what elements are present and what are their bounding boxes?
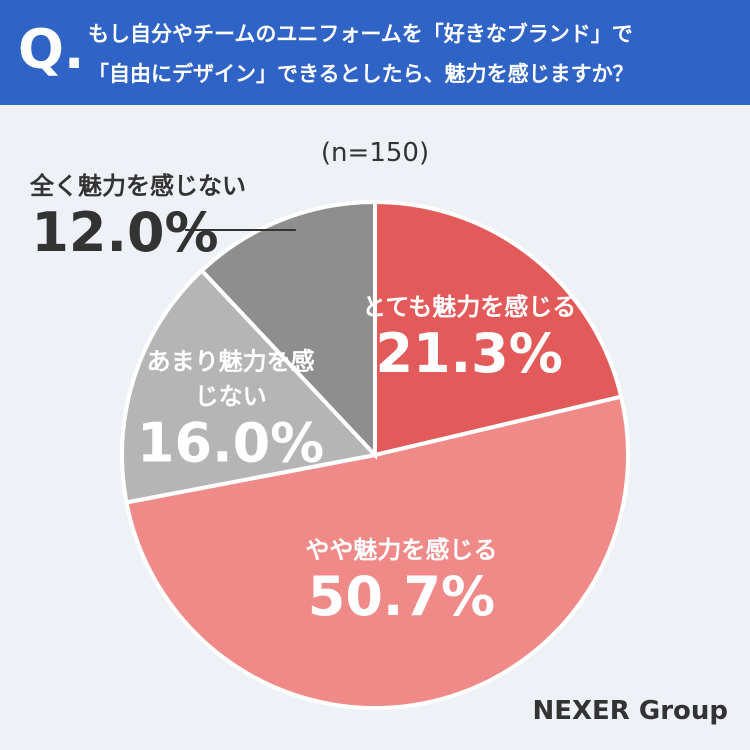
value-label: 50.7% [307, 564, 496, 628]
q-mark: Q. [18, 18, 85, 81]
title-line: 「自由にデザイン」できるとしたら、魅力を感じますか？ [88, 62, 634, 86]
header: Q. もし自分やチームのユニフォームを「好きなブランド」で 「自由にデザイン」で… [0, 0, 750, 105]
pie-slice [198, 199, 377, 461]
category-label: やや魅力を感じる [305, 535, 498, 564]
slice-label: とても魅力を感じる 21.3% [362, 287, 576, 385]
category-label: とても魅力を感じる [362, 292, 577, 321]
pie-slice [124, 394, 630, 710]
category-label: 全く魅力を感じない [30, 172, 246, 200]
logo: NEXER Group [532, 696, 728, 726]
pie-slice [373, 199, 624, 458]
subtitle: (n=150) [320, 138, 430, 168]
category-label: あまり魅力を感じない [146, 347, 315, 411]
title-line: もし自分やチームのユニフォームを「好きなブランド」で [88, 22, 633, 46]
pie-slice [120, 267, 379, 505]
value-label: 12.0% [31, 201, 219, 264]
slice-label: やや魅力を感じる 50.7% [305, 530, 497, 628]
value-label: 21.3% [375, 321, 563, 385]
slice-label: あまり魅力を感じない 16.0% [136, 342, 326, 475]
value-label: 16.0% [136, 411, 325, 475]
slice-label: 全く魅力を感じない 12.0% [30, 166, 246, 264]
